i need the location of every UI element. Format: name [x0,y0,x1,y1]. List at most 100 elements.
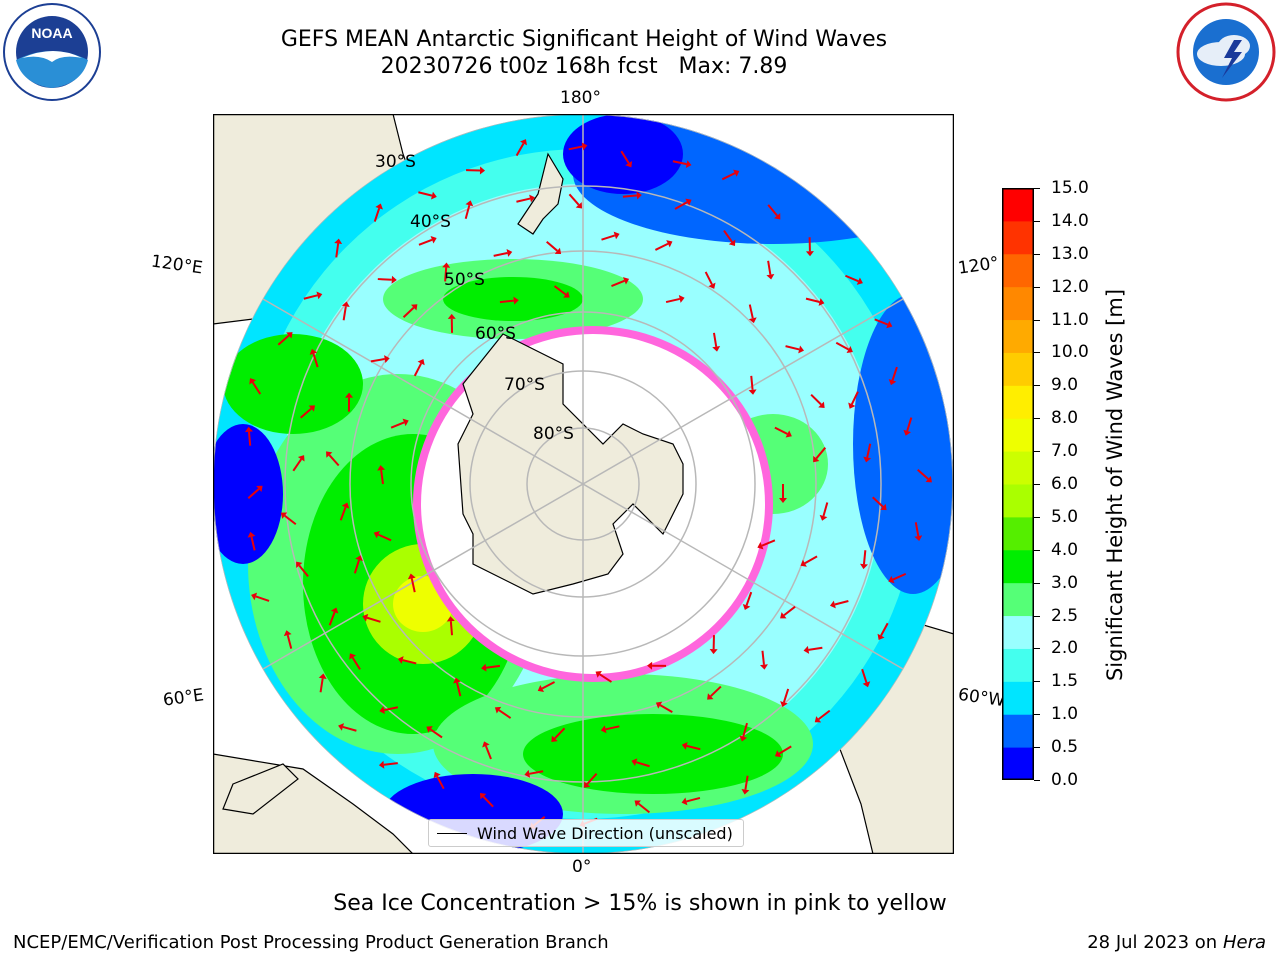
colorbar-swatch [1002,549,1034,584]
wind-arrow-shaft [284,514,297,526]
colorbar-label: Significant Height of Wind Waves [m] [1103,288,1127,682]
wind-arrow-head [779,498,787,503]
colorbar-swatch [1002,418,1034,452]
wind-arrow-shaft [850,391,859,405]
wind-arrow-shaft [654,242,669,251]
wind-arrow-head [479,166,486,175]
colorbar-swatch [1002,615,1034,649]
wind-arrow-shaft [917,469,929,480]
wind-arrow-shaft [818,709,831,721]
wind-arrow-shaft [553,285,567,296]
wind-arrow-shaft [515,142,525,157]
wind-arrow-head [800,559,807,567]
colorbar-swatch [1002,253,1034,288]
colorbar-tick-label: 14.0 [1051,210,1089,231]
wind-arrow-shaft [390,421,405,429]
wind-arrow-head [465,200,474,207]
wind-arrow-head [563,291,570,298]
wind-arrow-head [407,573,416,580]
colorbar-tick-label: 0.0 [1051,770,1079,790]
colorbar-tick-label: 4.0 [1051,539,1079,560]
wind-arrow-head [707,693,714,700]
wind-arrow-head [430,236,437,244]
wind-arrow-head [856,277,863,285]
wind-arrow-head [446,616,455,622]
wind-arrow-head [494,706,502,714]
colorbar-tick-label: 10.0 [1051,342,1089,363]
wind-arrow-head [733,169,740,177]
wind-arrow-shaft [620,150,630,164]
wind-arrow-shaft [835,341,849,351]
colorbar-swatch [1002,220,1034,255]
wind-arrow-head [296,561,303,568]
wind-arrow-head [814,716,822,723]
wind-arrow-shaft [380,469,384,485]
wind-arrow-head [479,793,487,800]
wind-arrow-head [551,735,558,743]
wind-arrow-head [506,249,513,257]
wind-arrow-shaft [686,744,701,751]
antarctica-land [457,333,684,595]
wind-arrow-shaft [312,353,319,368]
wind-arrow-shaft [568,193,580,206]
wind-arrow-head [524,769,531,778]
wind-arrow-shaft [822,502,829,517]
wind-arrow-head [818,298,825,306]
wind-arrow-head [685,160,692,169]
colorbar-swatch [1002,582,1034,617]
wind-arrow-shaft [874,318,889,326]
wind-arrow-shaft [377,533,392,542]
wind-arrow-shaft [377,278,392,281]
wind-arrow-head [819,514,828,521]
colorbar-tick-mark [1034,451,1040,453]
wind-arrow-shaft [335,243,340,258]
wind-arrow-shaft [721,172,736,181]
wind-arrow-shaft [866,443,872,458]
colorbar-swatch [1002,352,1034,386]
wind-arrow-shaft [383,762,398,766]
wind-arrow-shaft [247,488,260,499]
wind-arrow-head [622,277,630,285]
colorbar-tick-label: 0.5 [1051,737,1079,758]
colorbar-swatch [1002,385,1034,419]
colorbar-swatch [1002,484,1034,518]
wind-arrow-shaft [712,332,718,347]
lat-label-80s: 80°S [533,424,574,444]
wind-arrow-head [575,202,583,209]
wind-arrow-head [581,142,588,151]
wind-arrow-shaft [529,770,544,775]
wind-arrow-shaft [298,564,309,577]
wind-arrow-head [848,402,856,409]
wind-arrow-shaft [872,496,884,508]
wind-arrow-head [338,723,344,731]
wind-arrow-head [334,238,343,245]
wind-arrow-shaft [436,775,445,790]
machine-name: Hera [1222,932,1266,953]
wind-arrow-head [251,592,258,601]
wind-arrow-head [537,684,545,693]
wind-arrow-head [482,741,490,748]
wind-arrow-head [379,706,385,715]
wind-arrow-head [759,664,768,670]
wind-arrow-shaft [785,345,800,351]
wind-arrow-head [766,273,775,280]
wind-arrow-shaft [744,775,749,790]
colorbar-tick-mark [1034,484,1040,485]
wind-arrow-head [244,426,253,433]
wind-arrow-head [375,203,383,210]
wind-arrow-shaft [449,621,454,636]
wind-arrow-shaft [303,294,318,300]
colorbar-tick-mark [1034,352,1040,354]
wind-arrow-head [378,760,385,769]
wind-arrow-head [529,194,535,203]
wind-arrow-head [863,456,872,463]
wind-arrow-head [345,392,354,398]
wind-arrow-head [362,613,369,622]
colorbar-tick-label: 11.0 [1051,309,1089,330]
sea-ice-note: Sea Ice Concentration > 15% is shown in … [333,891,947,916]
wind-arrow-shaft [906,417,913,432]
wind-arrow-head [341,502,350,509]
wind-arrow-head [613,231,620,240]
wind-arrow-shaft [761,539,776,547]
wind-arrow-shaft [482,795,494,808]
